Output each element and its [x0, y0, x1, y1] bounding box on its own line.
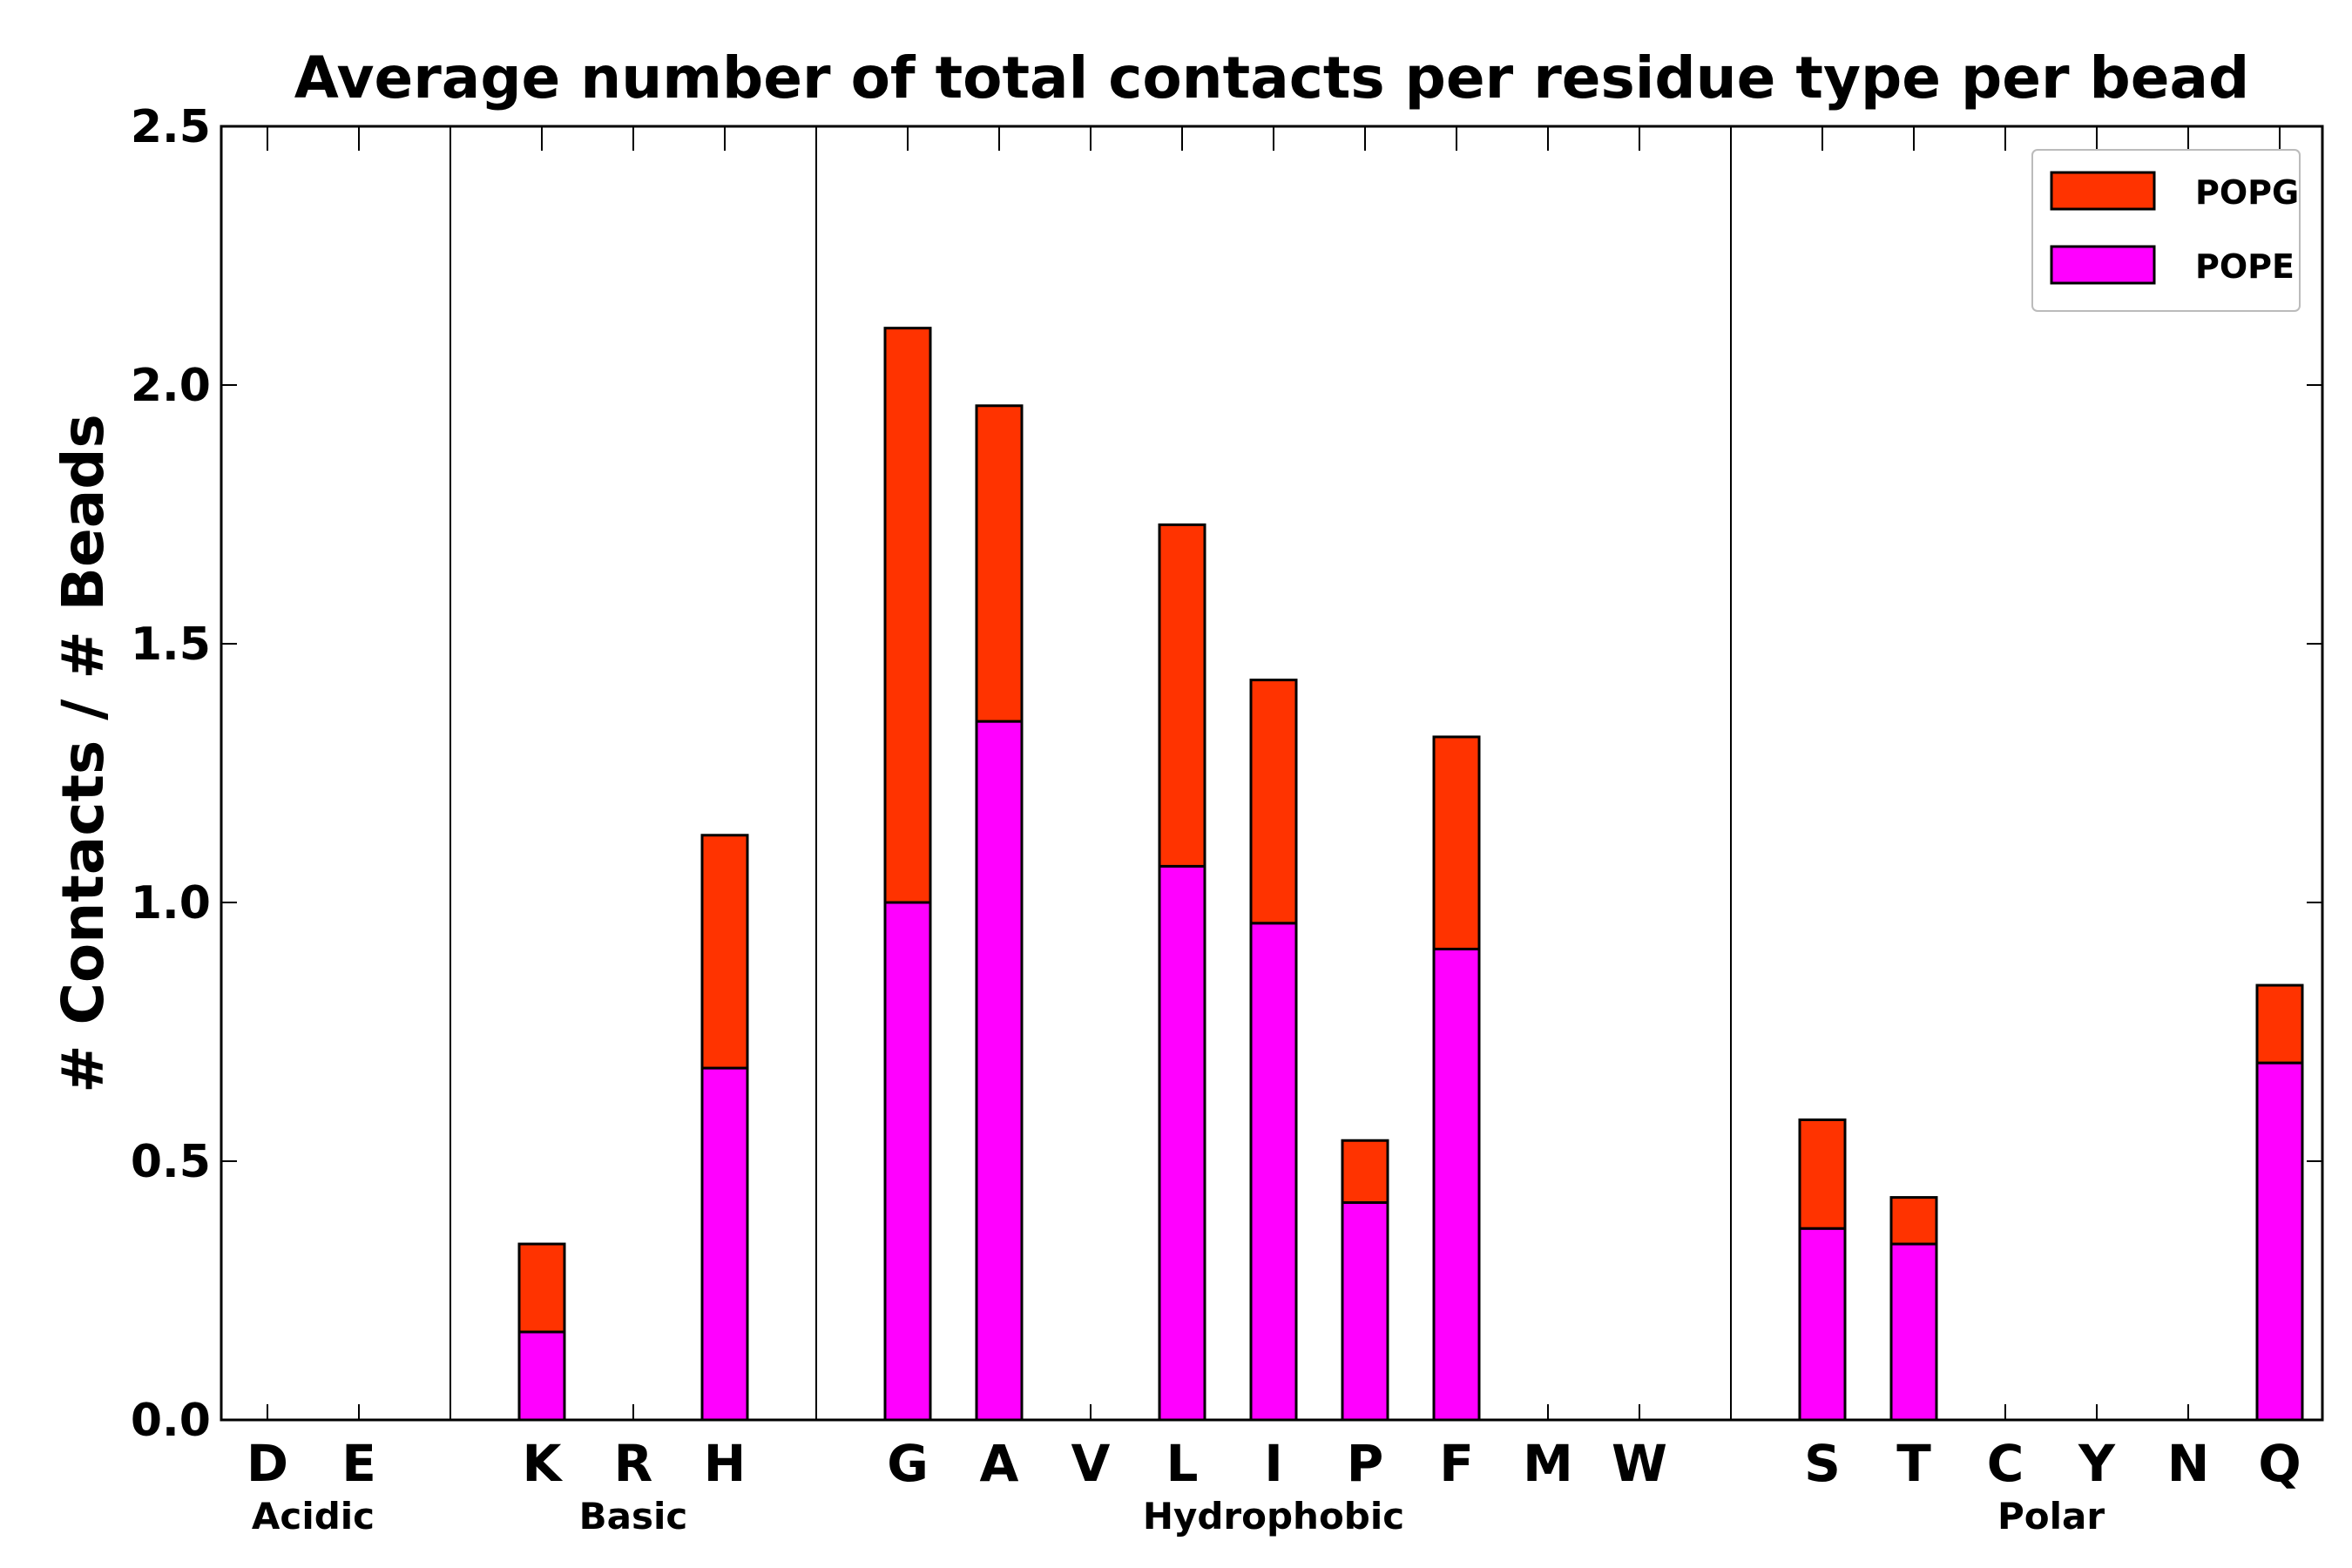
y-tick-label: 0.0 [131, 1395, 211, 1447]
bar-popg-Q [2255, 983, 2304, 1064]
legend-swatch-popg [2050, 171, 2156, 211]
x-tick-label: A [980, 1434, 1019, 1493]
chart-title: Average number of total contacts per res… [294, 44, 2250, 112]
x-tick-label: M [1523, 1434, 1573, 1493]
group-label: Basic [579, 1495, 688, 1538]
x-tick-label: D [247, 1434, 288, 1493]
x-tick-label: I [1264, 1434, 1283, 1493]
x-tick-label: P [1347, 1434, 1384, 1493]
group-label: Acidic [252, 1495, 375, 1538]
x-tick-label: Y [2078, 1434, 2116, 1493]
x-tick-label: R [614, 1434, 653, 1493]
bar-popg-P [1341, 1139, 1389, 1205]
x-tick-label: S [1804, 1434, 1841, 1493]
bar-pope-S [1798, 1227, 1847, 1422]
x-tick-label: L [1166, 1434, 1199, 1493]
x-tick-label: F [1439, 1434, 1474, 1493]
x-tick-label: N [2167, 1434, 2210, 1493]
bar-pope-G [883, 901, 932, 1422]
bar-popg-A [975, 404, 1024, 723]
y-tick-label: 0.5 [131, 1136, 211, 1188]
x-tick-label: K [523, 1434, 564, 1493]
legend-swatch-pope [2050, 245, 2156, 285]
y-tick-label: 1.0 [131, 877, 211, 929]
x-tick-label: W [1612, 1434, 1667, 1493]
bar-pope-T [1889, 1242, 1938, 1422]
y-tick-label: 2.0 [131, 360, 211, 412]
x-tick-label: E [341, 1434, 376, 1493]
y-axis-label: # Contacts / # Beads [50, 414, 117, 1093]
bar-popg-T [1889, 1196, 1938, 1246]
group-label: Hydrophobic [1143, 1495, 1404, 1538]
bar-pope-Q [2255, 1061, 2304, 1422]
x-tick-label: V [1071, 1434, 1111, 1493]
x-tick-label: H [704, 1434, 747, 1493]
x-tick-label: T [1896, 1434, 1931, 1493]
bar-popg-K [517, 1242, 566, 1334]
bar-pope-A [975, 720, 1024, 1422]
bar-popg-I [1249, 679, 1298, 925]
bar-pope-I [1249, 922, 1298, 1422]
bar-popg-F [1432, 735, 1481, 950]
x-tick-label: Q [2258, 1434, 2301, 1493]
bar-pope-K [517, 1330, 566, 1422]
bar-popg-G [883, 327, 932, 904]
group-label: Polar [1997, 1495, 2105, 1538]
x-tick-label: C [1987, 1434, 2024, 1493]
legend-label-pope: POPE [2195, 247, 2295, 286]
plot-area: 0.0 0.5 1.0 1.5 2.0 2.5 D E K R H G A V L I P F M W S T C Y N Q Ac… [131, 101, 2322, 1538]
bar-pope-L [1158, 864, 1206, 1422]
plot-frame [220, 125, 2324, 1422]
bar-pope-P [1341, 1201, 1389, 1422]
y-tick-label: 1.5 [131, 618, 211, 671]
legend: POPG POPE [2031, 149, 2301, 312]
x-tick-label: G [887, 1434, 929, 1493]
y-tick-label: 2.5 [131, 101, 211, 153]
bar-popg-H [700, 834, 749, 1070]
bar-pope-H [700, 1066, 749, 1422]
legend-label-popg: POPG [2195, 173, 2299, 212]
bar-popg-S [1798, 1118, 1847, 1230]
bar-pope-F [1432, 947, 1481, 1422]
bar-popg-L [1158, 523, 1206, 868]
